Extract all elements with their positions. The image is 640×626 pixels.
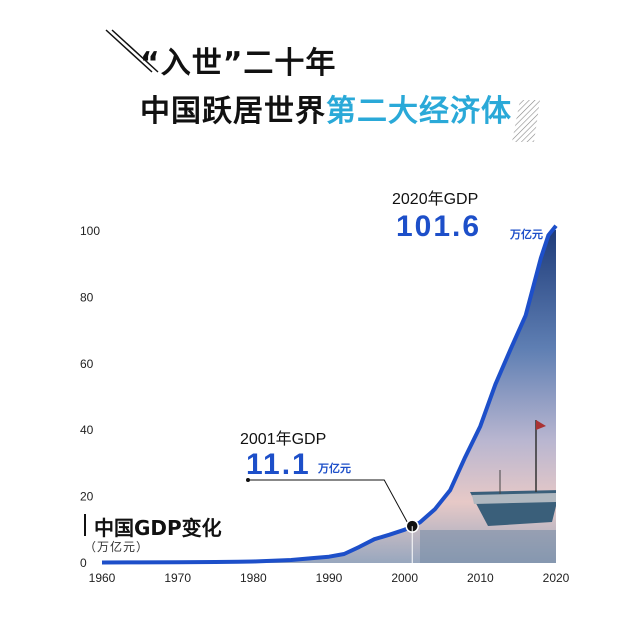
x-tick-label: 1980 xyxy=(240,571,267,585)
annotation-2020-value: 101.6 xyxy=(396,210,481,243)
y-axis: 0 20 40 60 80 100 xyxy=(80,224,100,570)
annotation-2001-value: 11.1 xyxy=(246,448,311,481)
x-tick-label: 2020 xyxy=(543,571,570,585)
annotation-2001-unit: 万亿元 xyxy=(317,461,351,475)
headline-line-1: “入世”二十年 xyxy=(140,46,337,81)
y-tick-label: 40 xyxy=(80,423,94,437)
legend-bar xyxy=(84,514,86,536)
annotation-2020-unit: 万亿元 xyxy=(509,227,543,241)
x-tick-label: 1970 xyxy=(164,571,191,585)
annotation-2020-label: 2020年GDP xyxy=(392,190,478,208)
annotations: 2001年GDP 11.1 万亿元 2020年GDP 101.6 万亿元 xyxy=(240,190,543,563)
chart-legend-unit: （万亿元） xyxy=(84,540,150,554)
annotation-2001-leader xyxy=(248,479,408,523)
headline-line-2: 中国跃居世界第二大经济体 xyxy=(140,86,512,130)
y-tick-label: 80 xyxy=(80,290,94,304)
x-tick-label: 2000 xyxy=(391,571,418,585)
headline-line-2-accent: 第二大经济体 xyxy=(326,94,512,129)
slash-decoration xyxy=(105,29,159,73)
x-tick-label: 1960 xyxy=(89,571,116,585)
annotation-2001-label: 2001年GDP xyxy=(240,430,326,448)
hatch-decoration xyxy=(512,100,540,142)
annotation-2001-leader-start xyxy=(246,478,250,482)
gdp-chart: 0 20 40 60 80 100 1960 1970 1980 1990 2000 2010 202… xyxy=(80,190,570,585)
chart-legend-title: 中国GDP变化 xyxy=(94,516,222,540)
x-axis: 1960 1970 1980 1990 2000 2010 2020 xyxy=(89,571,570,585)
y-tick-label: 100 xyxy=(80,224,100,238)
x-tick-label: 1990 xyxy=(316,571,343,585)
headline: “入世”二十年 中国跃居世界第二大经济体 xyxy=(0,0,640,150)
y-tick-label: 20 xyxy=(80,490,94,504)
x-tick-label: 2010 xyxy=(467,571,494,585)
y-tick-label: 0 xyxy=(80,556,87,570)
headline-line-2-dark: 中国跃居世界 xyxy=(140,94,326,129)
y-tick-label: 60 xyxy=(80,357,94,371)
boat-illustration xyxy=(420,420,556,563)
gdp-line xyxy=(101,224,558,565)
